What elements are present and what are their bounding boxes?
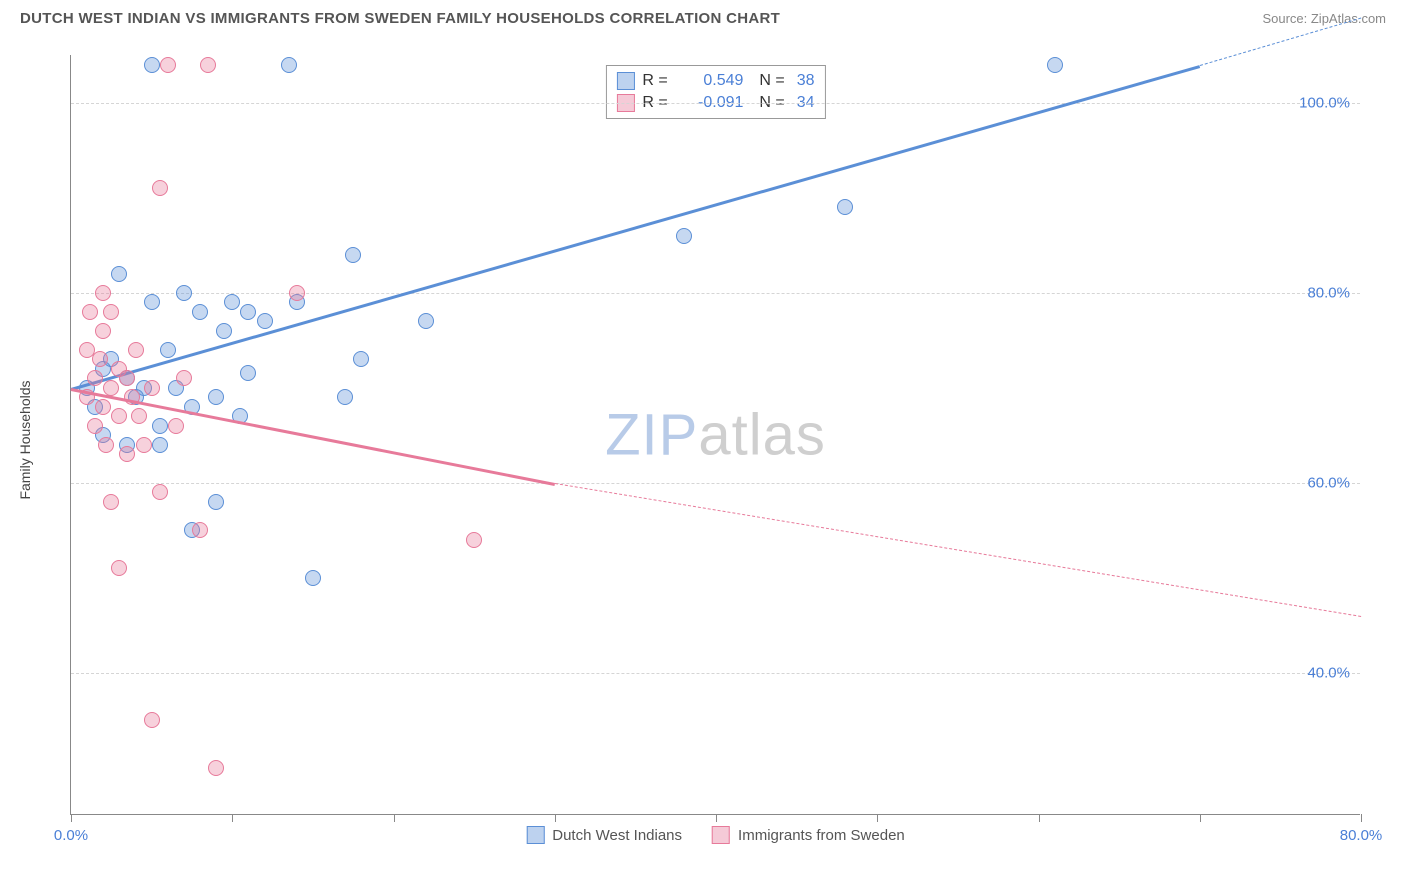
- data-point: [200, 57, 216, 73]
- data-point: [676, 228, 692, 244]
- x-tick: [877, 814, 878, 822]
- data-point: [216, 323, 232, 339]
- data-point: [240, 304, 256, 320]
- data-point: [168, 418, 184, 434]
- data-point: [124, 389, 140, 405]
- data-point: [192, 522, 208, 538]
- data-point: [119, 446, 135, 462]
- data-point: [95, 399, 111, 415]
- data-point: [79, 389, 95, 405]
- x-tick: [394, 814, 395, 822]
- x-tick: [716, 814, 717, 822]
- n-label: N =: [759, 72, 784, 90]
- series-legend-item: Immigrants from Sweden: [712, 826, 905, 844]
- series-legend: Dutch West Indians Immigrants from Sweden: [526, 826, 905, 844]
- source-label: Source: ZipAtlas.com: [1262, 11, 1386, 26]
- data-point: [152, 180, 168, 196]
- data-point: [103, 304, 119, 320]
- watermark-prefix: ZIP: [605, 402, 698, 467]
- watermark: ZIPatlas: [605, 401, 826, 468]
- data-point: [208, 760, 224, 776]
- series-legend-item: Dutch West Indians: [526, 826, 682, 844]
- gridline: [71, 103, 1360, 104]
- correlation-legend: R =0.549N =38R =-0.091N =34: [605, 65, 825, 119]
- data-point: [208, 389, 224, 405]
- legend-row: R = 0.549 N = 38: [616, 70, 814, 92]
- data-point: [305, 570, 321, 586]
- x-tick: [1039, 814, 1040, 822]
- data-point: [353, 351, 369, 367]
- x-tick: [71, 814, 72, 822]
- r-label: R =: [642, 72, 670, 90]
- data-point: [152, 437, 168, 453]
- y-tick-label: 100.0%: [1299, 94, 1350, 111]
- gridline: [71, 483, 1360, 484]
- data-point: [103, 380, 119, 396]
- data-point: [131, 408, 147, 424]
- r-value: 0.549: [678, 72, 743, 90]
- data-point: [418, 313, 434, 329]
- data-point: [176, 285, 192, 301]
- data-point: [111, 266, 127, 282]
- n-value: 38: [797, 72, 815, 90]
- data-point: [136, 437, 152, 453]
- x-tick-label: 0.0%: [54, 827, 88, 844]
- data-point: [1047, 57, 1063, 73]
- legend-swatch: [616, 72, 634, 90]
- data-point: [152, 484, 168, 500]
- data-point: [337, 389, 353, 405]
- y-tick-label: 60.0%: [1307, 474, 1350, 491]
- data-point: [98, 437, 114, 453]
- y-tick-label: 40.0%: [1307, 664, 1350, 681]
- y-axis-label: Family Households: [17, 380, 33, 499]
- data-point: [87, 418, 103, 434]
- data-point: [128, 342, 144, 358]
- data-point: [95, 323, 111, 339]
- data-point: [111, 408, 127, 424]
- data-point: [224, 294, 240, 310]
- data-point: [95, 285, 111, 301]
- gridline: [71, 293, 1360, 294]
- data-point: [111, 560, 127, 576]
- trend-line-dashed: [555, 483, 1361, 617]
- data-point: [144, 380, 160, 396]
- y-tick-label: 80.0%: [1307, 284, 1350, 301]
- data-point: [345, 247, 361, 263]
- data-point: [289, 285, 305, 301]
- data-point: [119, 370, 135, 386]
- data-point: [192, 304, 208, 320]
- x-tick: [1361, 814, 1362, 822]
- data-point: [144, 712, 160, 728]
- data-point: [160, 57, 176, 73]
- watermark-suffix: atlas: [698, 402, 826, 467]
- data-point: [466, 532, 482, 548]
- data-point: [87, 370, 103, 386]
- data-point: [92, 351, 108, 367]
- x-tick: [232, 814, 233, 822]
- plot-region: ZIPatlas R =0.549N =38R =-0.091N =34 Dut…: [70, 55, 1360, 815]
- data-point: [144, 57, 160, 73]
- x-tick-label: 80.0%: [1340, 827, 1383, 844]
- data-point: [160, 342, 176, 358]
- data-point: [103, 494, 119, 510]
- x-tick: [555, 814, 556, 822]
- series-name: Immigrants from Sweden: [738, 827, 905, 844]
- chart-area: Family Households ZIPatlas R =0.549N =38…: [50, 45, 1390, 835]
- data-point: [257, 313, 273, 329]
- x-tick: [1200, 814, 1201, 822]
- data-point: [281, 57, 297, 73]
- series-name: Dutch West Indians: [552, 827, 682, 844]
- data-point: [144, 294, 160, 310]
- data-point: [837, 199, 853, 215]
- data-point: [82, 304, 98, 320]
- data-point: [240, 365, 256, 381]
- gridline: [71, 673, 1360, 674]
- chart-title: DUTCH WEST INDIAN VS IMMIGRANTS FROM SWE…: [20, 10, 780, 27]
- legend-swatch: [526, 826, 544, 844]
- data-point: [152, 418, 168, 434]
- data-point: [176, 370, 192, 386]
- legend-swatch: [712, 826, 730, 844]
- data-point: [208, 494, 224, 510]
